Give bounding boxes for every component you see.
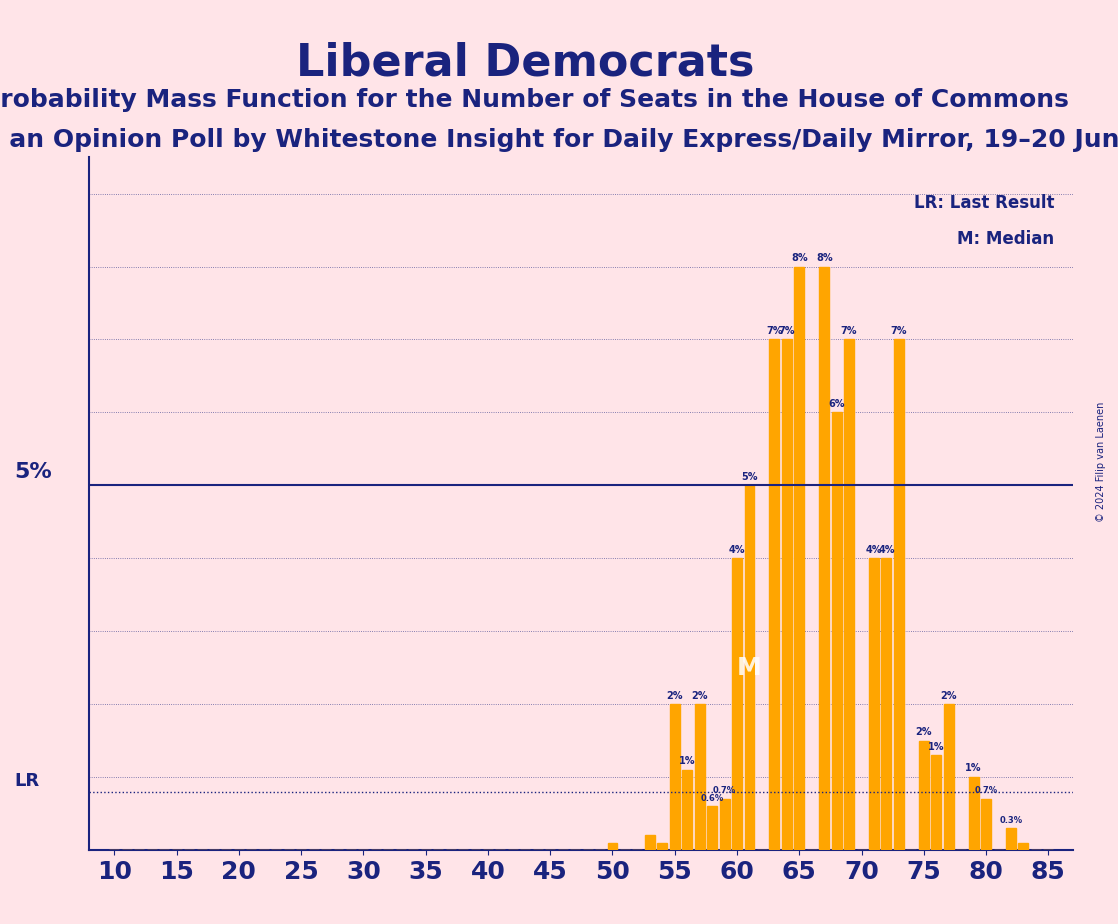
- Bar: [844, 339, 854, 850]
- Text: 2%: 2%: [666, 690, 683, 700]
- Bar: [931, 755, 941, 850]
- Text: M: M: [737, 656, 761, 680]
- Text: 5%: 5%: [15, 462, 53, 481]
- Bar: [944, 704, 954, 850]
- Text: Probability Mass Function for the Number of Seats in the House of Commons: Probability Mass Function for the Number…: [0, 88, 1069, 112]
- Bar: [657, 843, 667, 850]
- Text: 1%: 1%: [679, 756, 695, 766]
- Text: 2%: 2%: [691, 690, 708, 700]
- Bar: [881, 558, 891, 850]
- Bar: [645, 835, 655, 850]
- Text: 0.7%: 0.7%: [975, 786, 997, 796]
- Text: 8%: 8%: [816, 253, 833, 262]
- Text: 7%: 7%: [841, 326, 858, 335]
- Bar: [1006, 828, 1016, 850]
- Bar: [769, 339, 779, 850]
- Text: 5%: 5%: [741, 471, 758, 481]
- Bar: [694, 704, 704, 850]
- Text: 2%: 2%: [940, 690, 957, 700]
- Text: 0.6%: 0.6%: [701, 794, 723, 803]
- Bar: [894, 339, 904, 850]
- Bar: [607, 843, 617, 850]
- Text: LR: LR: [15, 772, 40, 789]
- Bar: [732, 558, 742, 850]
- Bar: [682, 770, 692, 850]
- Bar: [1018, 843, 1029, 850]
- Text: LR: Last Result: LR: Last Result: [915, 193, 1054, 212]
- Text: 4%: 4%: [729, 544, 746, 554]
- Bar: [919, 741, 929, 850]
- Text: 8%: 8%: [792, 253, 807, 262]
- Bar: [869, 558, 879, 850]
- Text: M: Median: M: Median: [957, 230, 1054, 248]
- Bar: [819, 266, 830, 850]
- Text: 4%: 4%: [879, 544, 894, 554]
- Bar: [982, 799, 991, 850]
- Text: 7%: 7%: [778, 326, 795, 335]
- Text: Based on an Opinion Poll by Whitestone Insight for Daily Express/Daily Mirror, 1: Based on an Opinion Poll by Whitestone I…: [0, 128, 1118, 152]
- Text: 1%: 1%: [966, 763, 982, 773]
- Text: 4%: 4%: [865, 544, 882, 554]
- Bar: [720, 799, 730, 850]
- Bar: [708, 807, 717, 850]
- Bar: [968, 777, 978, 850]
- Bar: [745, 485, 755, 850]
- Bar: [794, 266, 804, 850]
- Text: 6%: 6%: [828, 399, 845, 408]
- Text: 1%: 1%: [928, 742, 945, 751]
- Text: 7%: 7%: [891, 326, 907, 335]
- Bar: [832, 412, 842, 850]
- Text: 7%: 7%: [766, 326, 783, 335]
- Bar: [781, 339, 792, 850]
- Text: © 2024 Filip van Laenen: © 2024 Filip van Laenen: [1097, 402, 1106, 522]
- Bar: [670, 704, 680, 850]
- Text: 0.3%: 0.3%: [999, 816, 1023, 824]
- Text: 2%: 2%: [916, 727, 932, 737]
- Text: 0.7%: 0.7%: [713, 786, 736, 796]
- Text: Liberal Democrats: Liberal Democrats: [296, 42, 755, 85]
